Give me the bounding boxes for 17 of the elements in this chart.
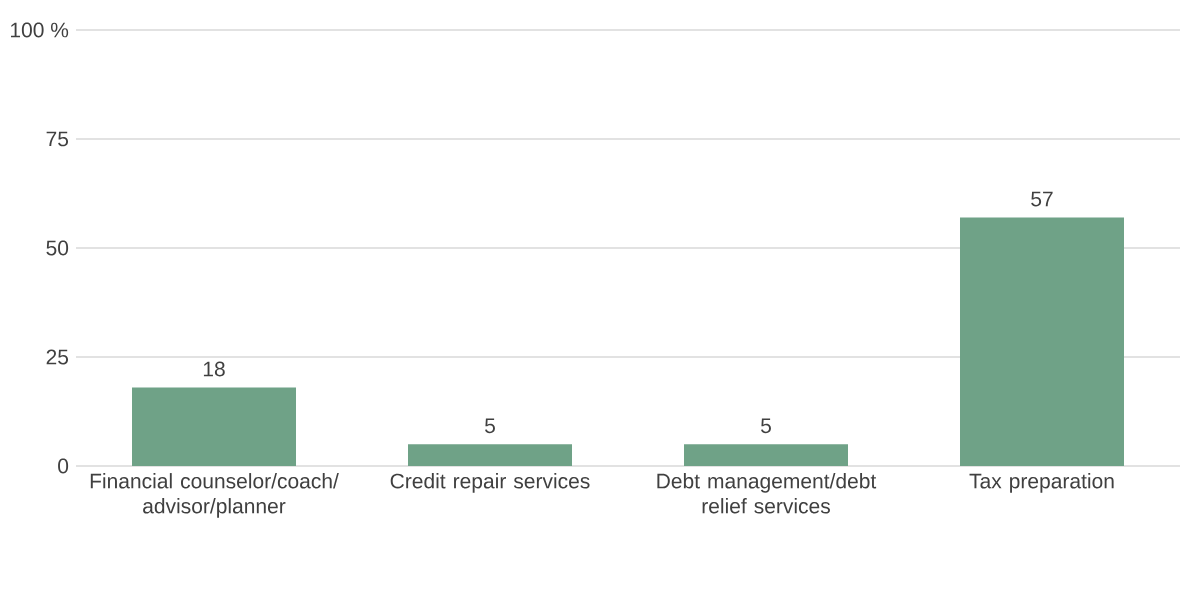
y-tick-label: 0 [58,458,69,474]
x-tick-label: Financial counselor/coach/ advisor/planner [90,473,339,518]
x-tick-label: Debt management/debt relief services [657,473,877,514]
bar [408,444,573,466]
y-tick-label: 50 [46,240,69,256]
bar [960,217,1124,466]
data-label: 18 [203,361,225,377]
data-label: 5 [761,418,771,434]
y-tick-label: 75 [46,131,69,147]
x-tick-label: Tax preparation [969,473,1114,493]
data-label: 5 [485,418,495,434]
bar [684,444,848,466]
bar [132,387,297,466]
data-label: 57 [1031,191,1053,207]
y-tick-label: 25 [46,349,69,365]
x-tick-label: Credit repair services [390,473,590,493]
y-tick-label: 100 % [10,22,69,38]
